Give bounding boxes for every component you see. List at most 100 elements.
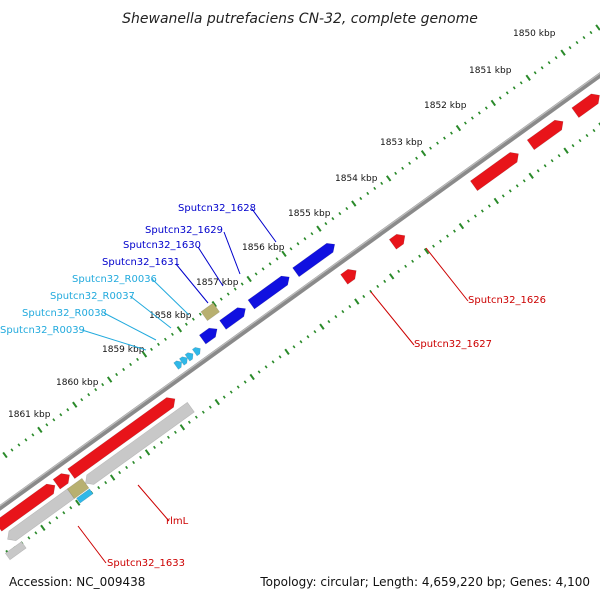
inner-minor-tick <box>362 294 366 299</box>
outer-minor-tick <box>45 423 49 427</box>
gene-block-forward <box>571 93 600 119</box>
inner-minor-tick <box>153 445 156 449</box>
gene-label: Sputcn32_1631 <box>102 257 180 268</box>
inner-major-tick <box>493 197 500 205</box>
outer-minor-tick <box>373 186 377 191</box>
misc-feature-block <box>200 302 220 322</box>
inner-minor-tick <box>452 229 456 233</box>
gene-block-reverse <box>85 401 195 485</box>
genome-backbone <box>0 72 600 511</box>
gene-block-blue <box>198 327 218 345</box>
inner-major-tick <box>319 323 325 330</box>
outer-minor-tick <box>568 46 572 50</box>
inner-minor-tick <box>278 355 282 359</box>
inner-minor-tick <box>306 335 310 339</box>
kbp-label-group: 1850 kbp 1851 kbp 1852 kbp 1853 kbp 1854 kbp… <box>8 29 556 420</box>
outer-minor-tick <box>10 448 14 452</box>
inner-minor-tick <box>97 486 101 490</box>
misc-feature-block <box>66 477 90 500</box>
inner-major-tick <box>75 499 81 506</box>
callout-line <box>223 231 241 275</box>
inner-major-tick <box>354 298 360 305</box>
inner-minor-tick <box>466 219 470 223</box>
outer-minor-tick <box>331 217 335 221</box>
outer-minor-tick <box>436 141 439 145</box>
outer-major-tick <box>455 124 462 132</box>
inner-minor-tick <box>418 254 422 258</box>
outer-minor-tick <box>338 211 342 216</box>
callout-line <box>151 278 190 316</box>
outer-minor-tick <box>226 292 230 296</box>
outer-minor-tick <box>191 317 195 321</box>
outer-major-tick <box>525 74 531 81</box>
callout-line <box>175 263 209 304</box>
inner-minor-tick <box>125 465 129 470</box>
callout-line <box>251 208 277 243</box>
rna-marker <box>178 356 188 366</box>
outer-minor-tick <box>589 30 593 35</box>
gene-label: Sputcn32_1626 <box>468 295 546 306</box>
kbp-label: 1860 kbp <box>56 378 99 388</box>
callout-line <box>197 246 224 287</box>
callout-line <box>81 329 147 351</box>
outer-major-tick <box>141 351 148 358</box>
gene-block-forward <box>526 119 564 151</box>
outer-minor-tick <box>359 196 363 201</box>
inner-minor-tick <box>222 395 226 399</box>
inner-minor-tick <box>439 239 442 243</box>
inner-major-tick <box>214 398 220 406</box>
gene-label: Sputcn32_1629 <box>145 225 223 236</box>
callout-line <box>129 295 172 329</box>
outer-minor-tick <box>275 257 279 261</box>
kbp-label: 1861 kbp <box>8 410 51 420</box>
inner-minor-tick <box>334 315 338 319</box>
outer-minor-tick <box>582 35 586 40</box>
outer-major-tick <box>560 49 566 56</box>
inner-minor-tick <box>550 159 554 163</box>
outer-minor-tick <box>87 393 91 397</box>
inner-minor-tick <box>299 340 303 344</box>
inner-major-tick <box>563 147 569 154</box>
inner-minor-tick <box>557 154 561 158</box>
gene-label-group: Sputcn32_1628 Sputcn32_1629 Sputcn32_1630 S… <box>0 203 546 569</box>
outer-major-tick <box>176 326 183 333</box>
inner-minor-tick <box>69 506 73 510</box>
kbp-label: 1859 kbp <box>102 345 145 355</box>
inner-minor-tick <box>313 330 317 334</box>
outer-minor-tick <box>80 398 84 402</box>
outer-minor-tick <box>324 222 328 226</box>
inner-major-tick <box>109 474 116 481</box>
outer-minor-tick <box>394 171 398 175</box>
inner-minor-tick <box>397 269 401 273</box>
outer-minor-tick <box>289 247 293 251</box>
gene-block-blue <box>292 242 336 278</box>
outer-major-tick <box>211 300 217 308</box>
inner-tick-row <box>5 122 600 557</box>
inner-major-tick <box>179 424 186 431</box>
inner-minor-tick <box>160 440 163 444</box>
kbp-label: 1854 kbp <box>335 174 378 184</box>
outer-minor-tick <box>170 332 174 336</box>
outer-minor-tick <box>198 312 202 316</box>
gene-label: Sputcn32_R0039 <box>0 325 85 336</box>
outer-minor-tick <box>484 106 488 110</box>
kbp-label: 1857 kbp <box>196 278 239 288</box>
inner-minor-tick <box>34 531 38 535</box>
kbp-label: 1853 kbp <box>380 138 423 148</box>
inner-minor-tick <box>473 214 477 218</box>
inner-major-tick <box>249 373 255 381</box>
inner-major-tick <box>144 449 151 456</box>
gene-label: Sputcn32_1627 <box>414 339 492 350</box>
rna-marker <box>173 360 183 370</box>
gene-block-forward <box>52 473 70 490</box>
inner-minor-tick <box>446 234 449 238</box>
gene-label: rlmL <box>166 516 189 527</box>
outer-major-tick <box>420 150 427 157</box>
outer-minor-tick <box>429 146 433 150</box>
outer-minor-tick <box>219 297 223 301</box>
inner-minor-tick <box>139 455 143 460</box>
kbp-label: 1850 kbp <box>513 29 556 39</box>
outer-minor-tick <box>184 322 188 326</box>
outer-minor-tick <box>533 71 537 75</box>
